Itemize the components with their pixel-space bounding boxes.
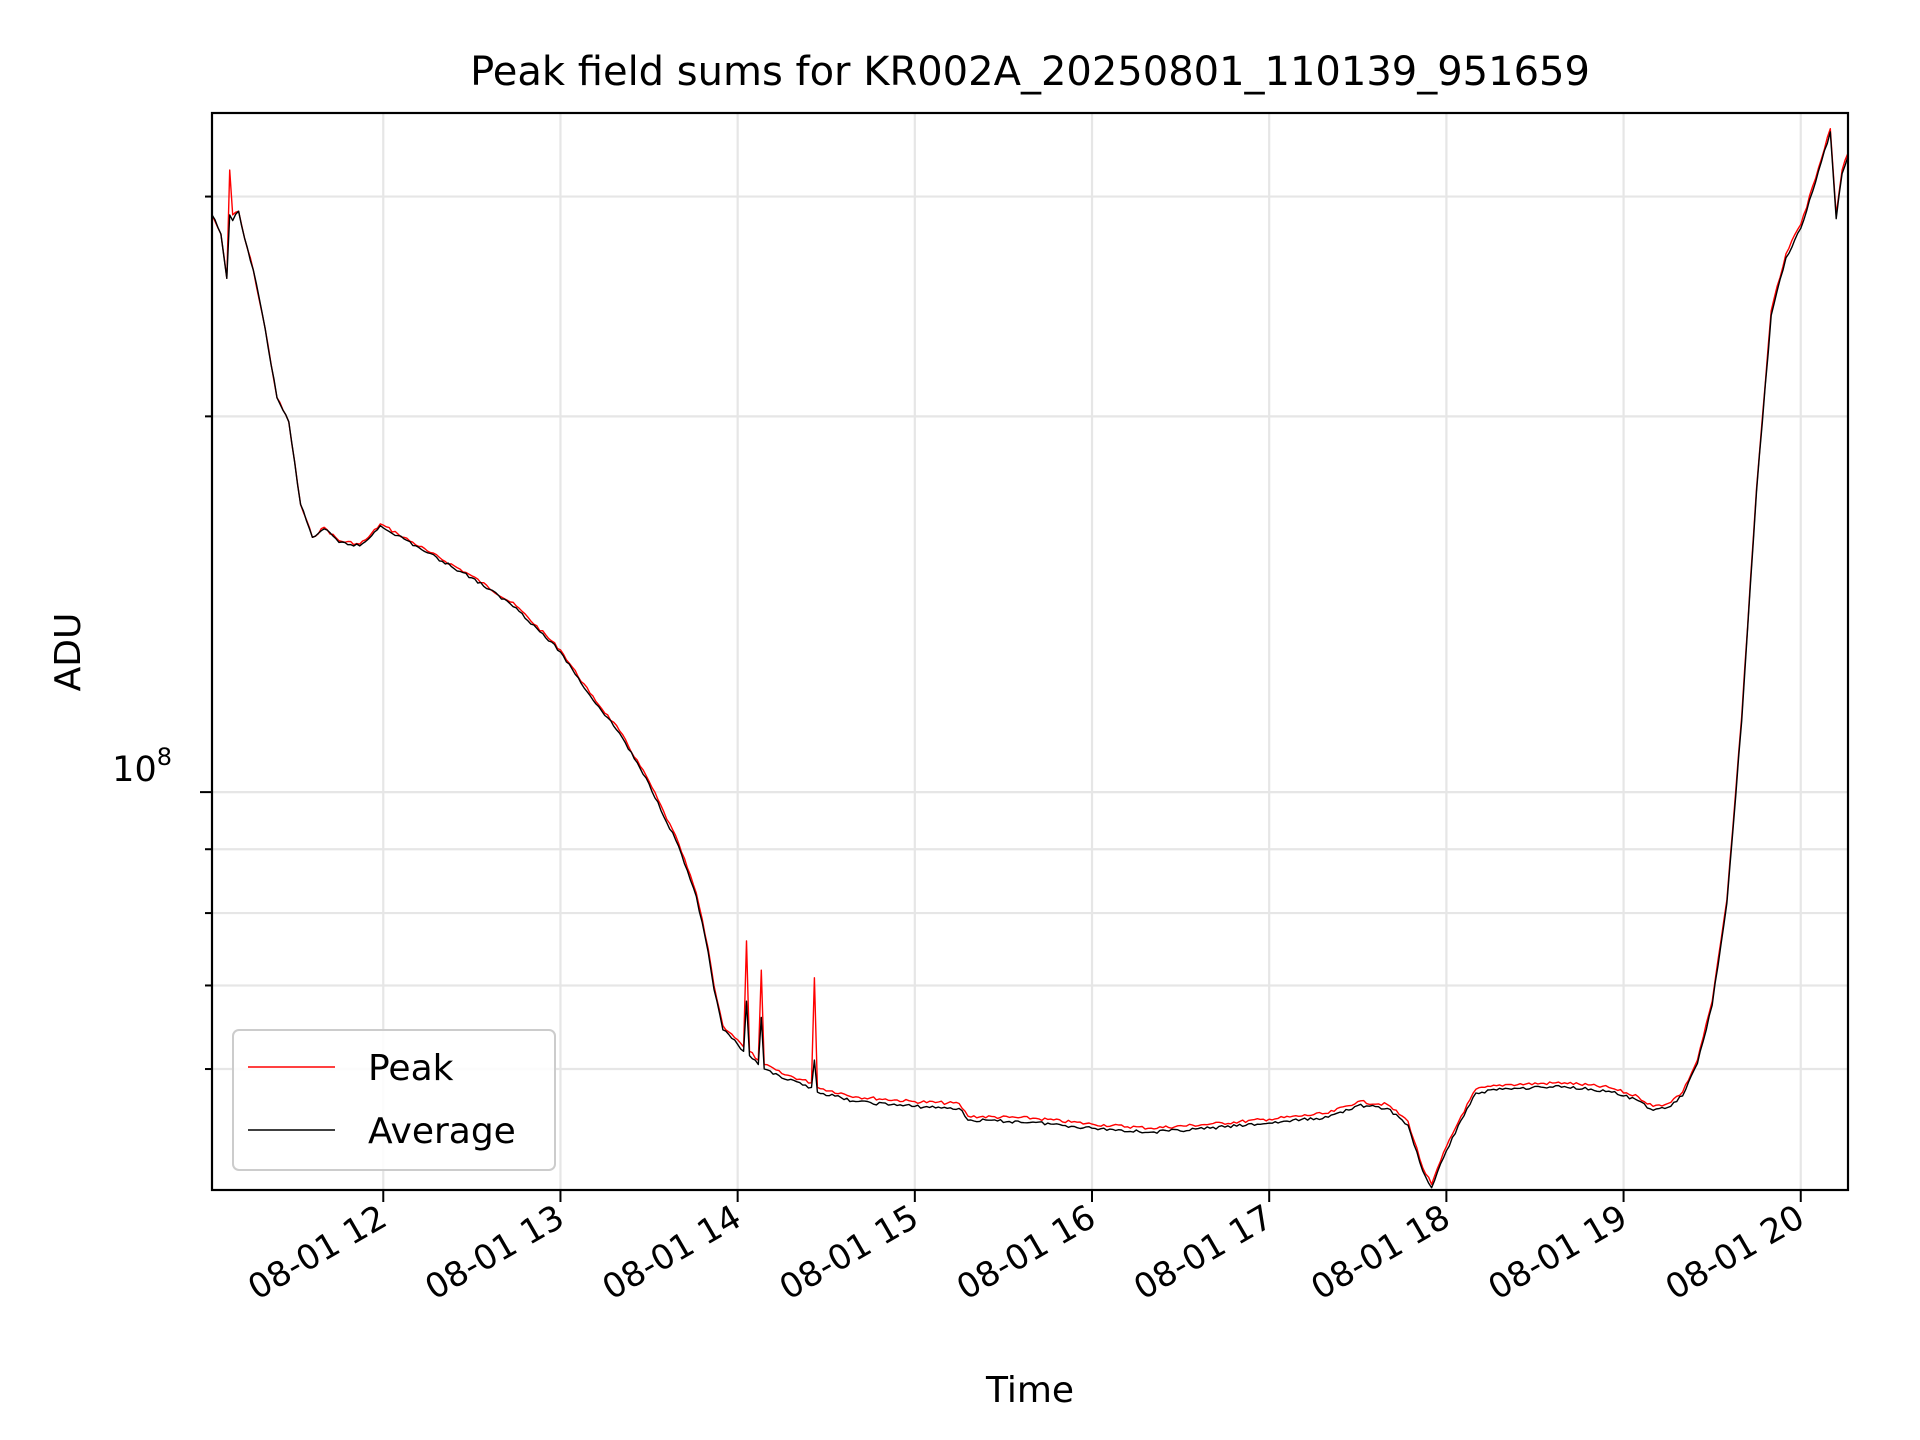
legend-label-peak: Peak [368,1048,454,1089]
y-axis-label: ADU [48,613,89,692]
y-tick-label: 108 [112,743,172,790]
x-axis-label: Time [985,1370,1074,1411]
y-axis-ticks: 108 [112,195,212,1071]
series-lines [211,127,1849,1189]
y-tick-label-base: 10 [112,750,157,790]
legend: Peak Average [232,1029,556,1171]
y-tick-label-exponent: 8 [157,743,172,771]
grid-lines [212,113,1848,1190]
series-line-average [211,131,1849,1189]
series-line-peak [211,127,1849,1186]
plot-frame [210,111,1850,1192]
legend-label-average: Average [368,1111,516,1152]
chart-title: Peak field sums for KR002A_20250801_1101… [470,49,1590,95]
legend-box [232,1029,556,1171]
